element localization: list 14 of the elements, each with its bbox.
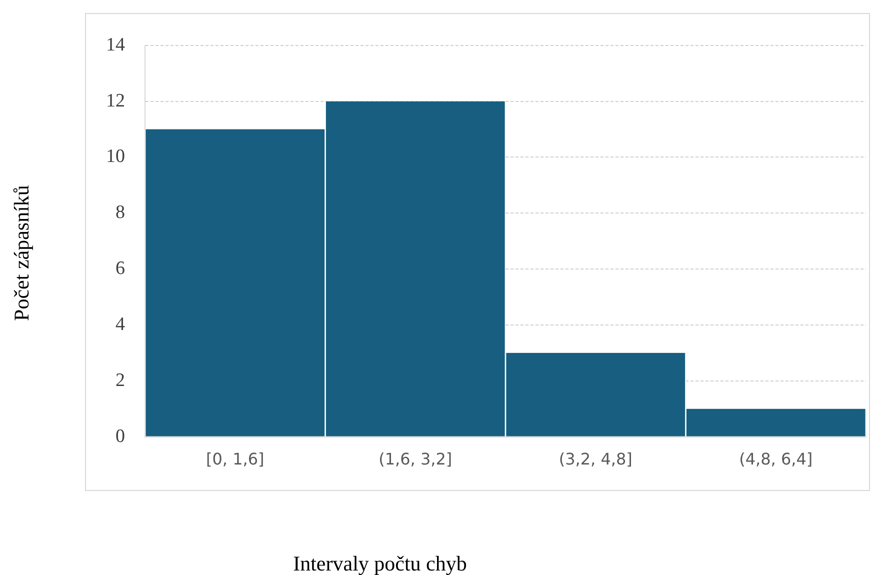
y-tick-label: 10: [106, 146, 125, 168]
x-tick-label: (1,6, 3,2]: [378, 450, 452, 469]
y-tick-label: 4: [116, 314, 126, 335]
y-tick-label: 2: [116, 370, 125, 391]
y-tick-label: 12: [106, 90, 125, 112]
x-axis-title: Intervaly počtu chyb: [293, 552, 467, 575]
y-tick-label: 14: [106, 34, 126, 56]
x-tick-label: (4,8, 6,4]: [739, 450, 813, 469]
x-tick-label: [0, 1,6]: [206, 450, 264, 469]
y-tick-label: 8: [116, 202, 125, 224]
y-axis-title: Počet zápasníků: [10, 185, 34, 321]
y-tick-label: 6: [116, 258, 125, 280]
y-tick-label: 0: [116, 426, 125, 447]
x-tick-label: (3,2, 4,8]: [558, 450, 632, 469]
